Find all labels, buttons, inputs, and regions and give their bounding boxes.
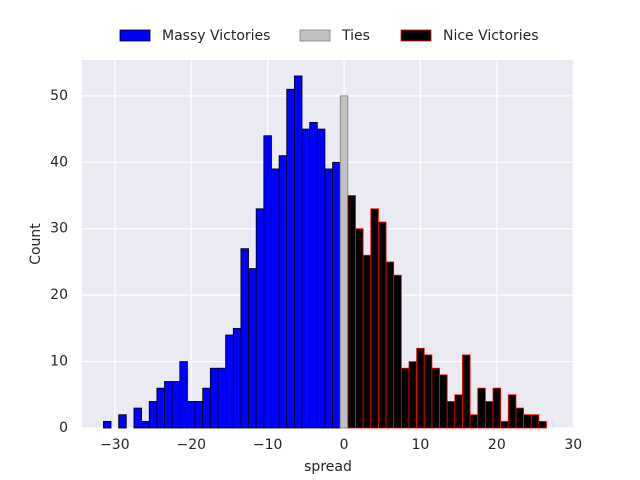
x-tick-label: 20: [488, 437, 506, 453]
bar: [194, 401, 204, 429]
bar: [316, 128, 326, 429]
y-tick-label: 30: [50, 221, 68, 237]
bar: [187, 401, 196, 429]
legend-label: Massy Victories: [162, 28, 270, 44]
bar: [255, 208, 265, 429]
bar: [538, 420, 547, 429]
bar: [232, 327, 242, 429]
bar: [515, 407, 524, 429]
bar: [477, 387, 486, 429]
x-tick-label: 10: [412, 437, 430, 453]
bar: [293, 75, 303, 429]
bar: [492, 387, 502, 429]
legend-swatch: [400, 29, 432, 42]
y-tick-label: 40: [50, 154, 68, 170]
bar: [416, 347, 425, 429]
bar: [347, 195, 356, 429]
bar: [102, 420, 112, 429]
bar: [240, 248, 249, 429]
bar: [156, 387, 165, 429]
bar: [530, 414, 540, 429]
bar: [179, 361, 188, 429]
bar: [462, 354, 471, 429]
y-tick-label: 0: [59, 420, 68, 436]
bar: [171, 381, 181, 429]
y-tick-label: 50: [50, 88, 68, 104]
bar: [148, 401, 158, 429]
bar: [362, 254, 372, 429]
bar: [408, 361, 418, 429]
bar: [217, 367, 227, 429]
bar: [423, 354, 433, 429]
bar: [507, 394, 517, 429]
bar: [332, 161, 341, 429]
y-axis-label: Count: [28, 223, 44, 265]
bar: [309, 122, 318, 429]
x-axis-label: spread: [304, 459, 352, 475]
bar: [263, 135, 272, 429]
bar: [484, 401, 494, 429]
bar: [393, 274, 402, 429]
bar: [141, 420, 150, 429]
bar: [248, 268, 257, 429]
bar: [225, 334, 234, 429]
bar: [469, 414, 479, 429]
bar: [133, 407, 142, 429]
legend-swatch: [299, 29, 331, 42]
bar: [209, 367, 219, 429]
bar: [164, 381, 173, 429]
bar: [400, 367, 410, 429]
y-tick-label: 20: [50, 287, 68, 303]
bar: [324, 168, 333, 429]
legend-label: Nice Victories: [443, 28, 539, 44]
x-tick-label: 0: [340, 437, 349, 453]
y-tick-label: 10: [50, 354, 68, 370]
x-tick-label: −30: [100, 437, 130, 453]
bar: [202, 387, 211, 429]
bar: [355, 228, 364, 429]
bar: [446, 401, 456, 429]
x-tick-label: −20: [176, 437, 206, 453]
bar: [439, 374, 448, 429]
bar: [431, 367, 440, 429]
bar: [378, 221, 387, 429]
bar: [385, 261, 395, 429]
legend-label: Ties: [341, 28, 370, 44]
legend-swatch: [119, 29, 151, 42]
bar: [454, 394, 463, 429]
bar: [370, 208, 379, 429]
x-tick-label: 30: [564, 437, 582, 453]
bar: [278, 155, 288, 429]
bar: [271, 168, 280, 429]
bar: [500, 420, 509, 429]
bar: [523, 414, 532, 429]
bar: [339, 95, 349, 429]
bar: [301, 128, 311, 429]
x-tick-label: −10: [253, 437, 283, 453]
bar: [118, 414, 127, 429]
bar: [286, 88, 295, 429]
